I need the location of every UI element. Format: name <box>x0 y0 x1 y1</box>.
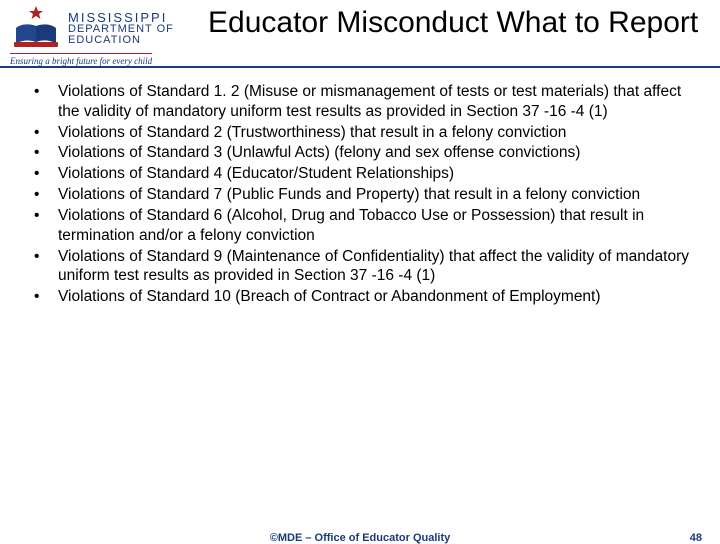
logo-line3: EDUCATION <box>68 35 174 46</box>
header: MISSISSIPPI DEPARTMENT OF EDUCATION Ensu… <box>0 0 720 68</box>
page-title: Educator Misconduct What to Report <box>208 6 710 41</box>
list-item: Violations of Standard 2 (Trustworthines… <box>30 123 690 143</box>
logo-tagline: Ensuring a bright future for every child <box>10 53 152 66</box>
slide: MISSISSIPPI DEPARTMENT OF EDUCATION Ensu… <box>0 0 720 540</box>
list-item: Violations of Standard 9 (Maintenance of… <box>30 247 690 287</box>
list-item: Violations of Standard 1. 2 (Misuse or m… <box>30 82 690 122</box>
footer-center: ©MDE – Office of Educator Quality <box>270 532 450 544</box>
logo-icon <box>10 6 62 50</box>
logo-block: MISSISSIPPI DEPARTMENT OF EDUCATION Ensu… <box>10 6 200 66</box>
list-item: Violations of Standard 7 (Public Funds a… <box>30 185 690 205</box>
list-item: Violations of Standard 6 (Alcohol, Drug … <box>30 206 690 246</box>
title-block: Educator Misconduct What to Report <box>200 6 710 41</box>
mde-logo: MISSISSIPPI DEPARTMENT OF EDUCATION Ensu… <box>10 6 200 66</box>
content: Violations of Standard 1. 2 (Misuse or m… <box>0 68 720 307</box>
bullet-list: Violations of Standard 1. 2 (Misuse or m… <box>30 82 690 307</box>
list-item: Violations of Standard 4 (Educator/Stude… <box>30 164 690 184</box>
logo-line1: MISSISSIPPI <box>68 11 174 24</box>
list-item: Violations of Standard 3 (Unlawful Acts)… <box>30 143 690 163</box>
page-number: 48 <box>690 532 702 544</box>
list-item: Violations of Standard 10 (Breach of Con… <box>30 287 690 307</box>
logo-line2: DEPARTMENT OF <box>68 24 174 35</box>
logo-text: MISSISSIPPI DEPARTMENT OF EDUCATION <box>68 11 174 46</box>
